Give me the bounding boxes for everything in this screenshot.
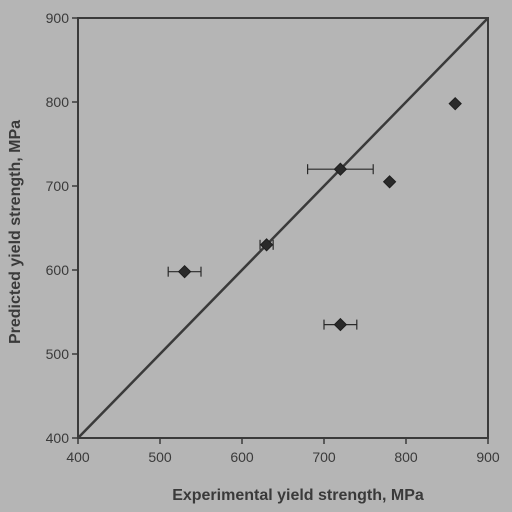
y-axis-title: Predicted yield strength, MPa: [7, 120, 24, 344]
x-tick-label: 700: [312, 449, 336, 465]
reference-line: [77, 17, 489, 439]
y-tick-label: 700: [46, 178, 70, 194]
x-tick-label: 900: [476, 449, 500, 465]
ticks-layer: 400 500 600 700 800 900 400 500 600 700 800 900: [46, 10, 500, 465]
data-point-marker: [259, 238, 274, 252]
reference-line-layer: [77, 17, 489, 439]
y-tick-label: 900: [46, 10, 70, 26]
data-point-marker: [382, 175, 397, 189]
data-point-marker: [333, 317, 348, 332]
x-tick-label: 600: [230, 449, 254, 465]
y-tick-label: 800: [46, 94, 70, 110]
points-layer: [167, 96, 462, 332]
x-tick-label: 400: [66, 449, 90, 465]
x-axis-title: Experimental yield strength, MPa: [172, 487, 424, 504]
x-tick-label: 500: [148, 449, 172, 465]
y-tick-label: 500: [46, 346, 70, 362]
y-tick-label: 600: [46, 262, 70, 278]
data-point-marker: [177, 264, 192, 279]
y-tick-label: 400: [46, 430, 70, 446]
data-point-marker: [333, 162, 348, 176]
data-point-marker: [448, 96, 462, 111]
x-tick-label: 800: [394, 449, 418, 465]
